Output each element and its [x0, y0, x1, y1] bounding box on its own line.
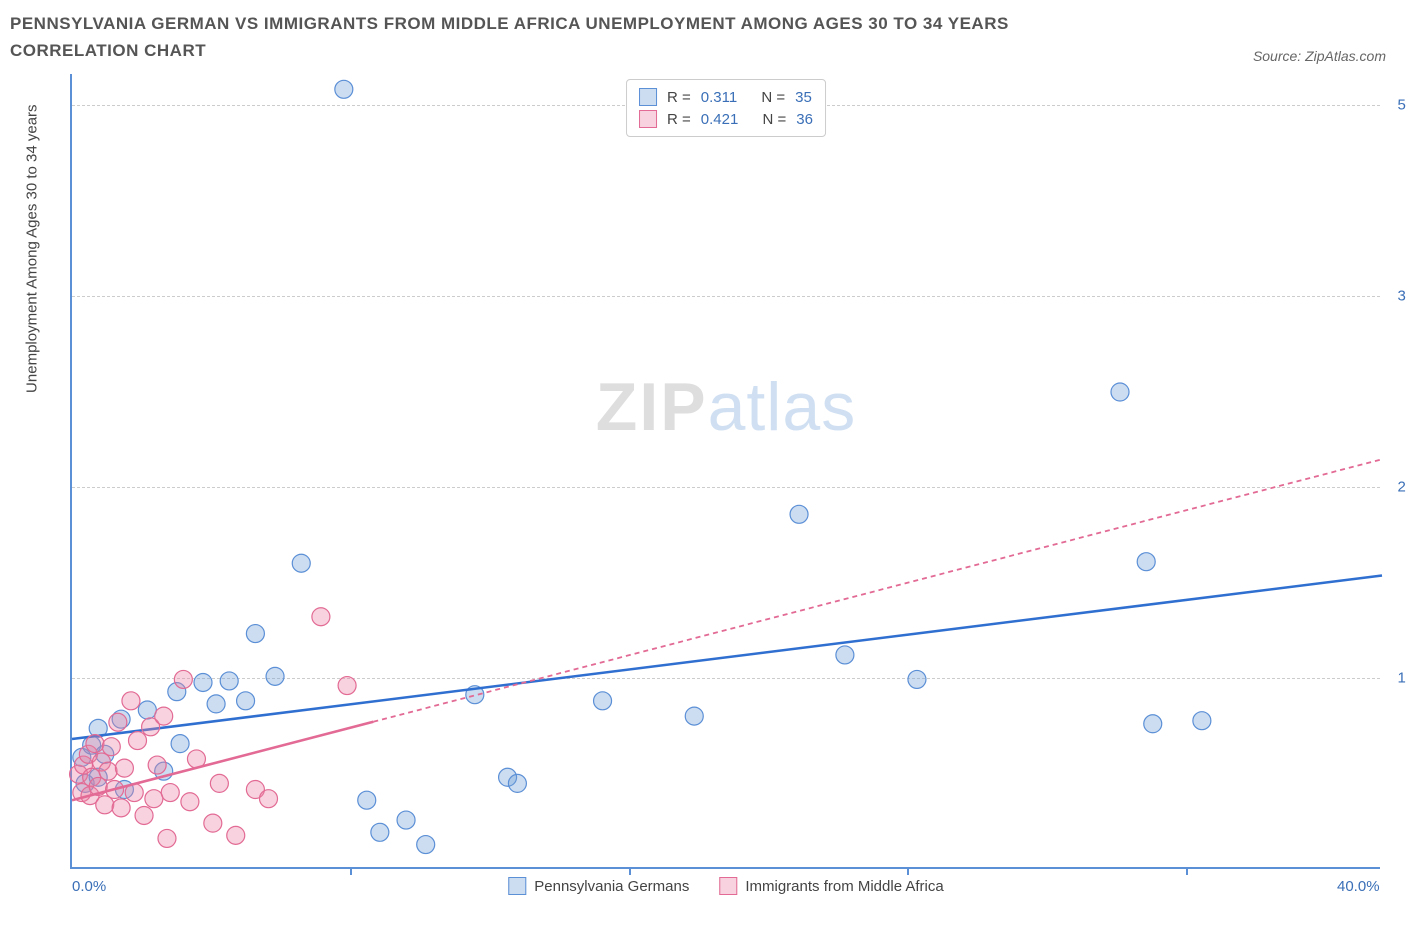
chart-container: PENNSYLVANIA GERMAN VS IMMIGRANTS FROM M…	[10, 10, 1396, 920]
data-point	[1144, 715, 1162, 733]
data-point	[220, 672, 238, 690]
r-value-0: 0.311	[701, 89, 737, 106]
data-point	[138, 701, 156, 719]
n-label-1: N =	[763, 111, 787, 128]
data-point	[135, 807, 153, 825]
data-point	[112, 799, 130, 817]
data-point	[161, 784, 179, 802]
stats-row-series-1: R = 0.421 N = 36	[639, 108, 813, 130]
n-label-0: N =	[761, 89, 785, 106]
data-point	[508, 775, 526, 793]
legend-label-1: Immigrants from Middle Africa	[745, 878, 943, 895]
data-point	[102, 738, 120, 756]
stats-box: R = 0.311 N = 35 R = 0.421 N = 36	[626, 79, 826, 137]
legend-item-0: Pennsylvania Germans	[508, 877, 689, 895]
data-point	[292, 555, 310, 573]
r-value-1: 0.421	[701, 111, 739, 128]
n-value-1: 36	[796, 111, 813, 128]
legend-swatch-1	[719, 877, 737, 895]
legend-label-0: Pennsylvania Germans	[534, 878, 689, 895]
data-point	[204, 815, 222, 833]
source-label: Source: ZipAtlas.com	[1253, 48, 1386, 64]
data-point	[685, 707, 703, 725]
data-point	[237, 692, 255, 710]
data-point	[207, 695, 225, 713]
title-row: PENNSYLVANIA GERMAN VS IMMIGRANTS FROM M…	[10, 10, 1396, 64]
data-point	[99, 763, 117, 781]
r-label-1: R =	[667, 111, 691, 128]
data-point	[145, 790, 163, 808]
data-point	[96, 796, 114, 814]
swatch-series-0	[639, 88, 657, 106]
data-point	[181, 793, 199, 811]
data-point	[148, 756, 166, 774]
data-point	[155, 707, 173, 725]
swatch-series-1	[639, 110, 657, 128]
x-tick-mark	[350, 867, 352, 875]
trend-line-dashed	[373, 460, 1382, 723]
legend-swatch-0	[508, 877, 526, 895]
x-tick-label: 40.0%	[1337, 878, 1380, 895]
plot-area: Unemployment Among Ages 30 to 34 years Z…	[70, 74, 1380, 869]
data-point	[227, 827, 245, 845]
data-point	[260, 790, 278, 808]
n-value-0: 35	[795, 89, 812, 106]
y-tick-label: 37.5%	[1385, 288, 1406, 305]
data-point	[174, 671, 192, 689]
bottom-legend: Pennsylvania Germans Immigrants from Mid…	[508, 877, 943, 895]
y-axis-label: Unemployment Among Ages 30 to 34 years	[24, 104, 41, 393]
stats-row-series-0: R = 0.311 N = 35	[639, 86, 813, 108]
data-point	[836, 646, 854, 664]
data-point	[594, 692, 612, 710]
data-point	[122, 692, 140, 710]
data-point	[1193, 712, 1211, 730]
x-tick-mark	[907, 867, 909, 875]
data-point	[908, 671, 926, 689]
y-tick-label: 25.0%	[1385, 479, 1406, 496]
y-tick-label: 50.0%	[1385, 96, 1406, 113]
data-point	[171, 735, 189, 753]
data-point	[115, 759, 133, 777]
data-point	[129, 732, 147, 750]
data-point	[1111, 383, 1129, 401]
data-point	[86, 735, 104, 753]
x-tick-mark	[629, 867, 631, 875]
data-point	[338, 677, 356, 695]
data-point	[312, 608, 330, 626]
x-tick-mark	[1186, 867, 1188, 875]
plot-svg	[72, 74, 1380, 867]
data-point	[417, 836, 435, 854]
x-tick-label: 0.0%	[72, 878, 106, 895]
data-point	[266, 668, 284, 686]
data-point	[358, 792, 376, 810]
data-point	[371, 824, 389, 842]
y-tick-label: 12.5%	[1385, 670, 1406, 687]
data-point	[335, 81, 353, 99]
trend-line	[72, 576, 1382, 740]
legend-item-1: Immigrants from Middle Africa	[719, 877, 943, 895]
data-point	[210, 775, 228, 793]
data-point	[158, 830, 176, 848]
data-point	[109, 714, 127, 732]
data-point	[397, 811, 415, 829]
r-label-0: R =	[667, 89, 691, 106]
chart-title: PENNSYLVANIA GERMAN VS IMMIGRANTS FROM M…	[10, 10, 1110, 64]
data-point	[194, 674, 212, 692]
data-point	[1137, 553, 1155, 571]
data-point	[246, 625, 264, 643]
data-point	[790, 506, 808, 524]
